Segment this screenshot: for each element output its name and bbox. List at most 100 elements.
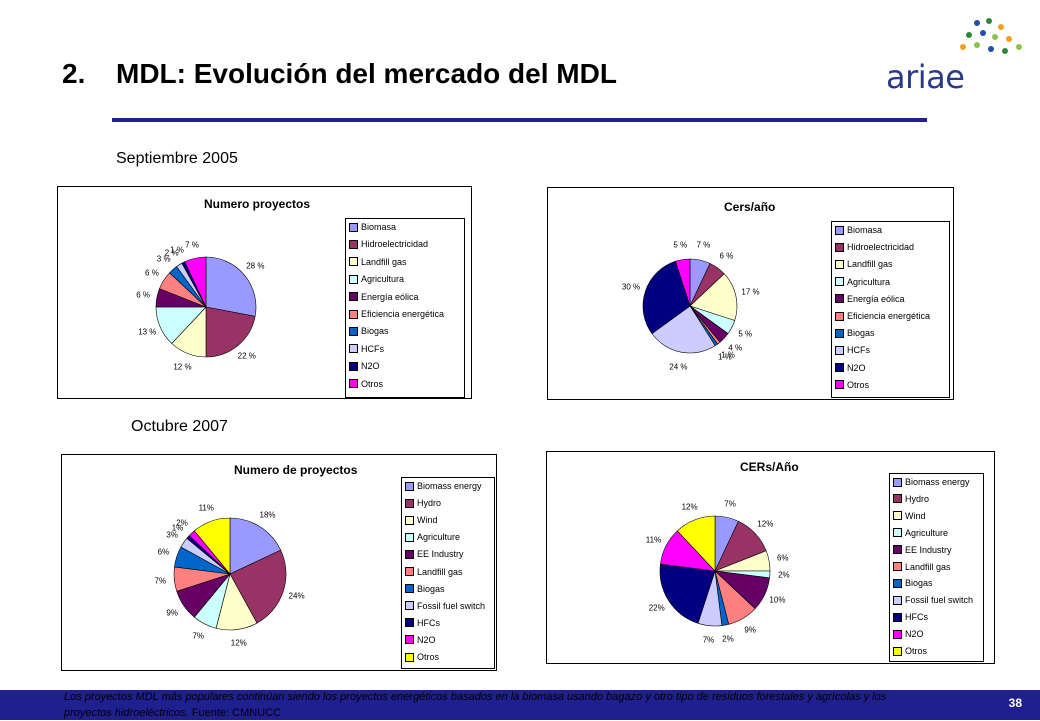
legend-label: HFCs (905, 612, 928, 623)
legend-item: Biomass energy (405, 481, 482, 491)
legend-item: Otros (835, 380, 869, 390)
legend-item: Biogas (405, 584, 445, 594)
legend-swatch (893, 477, 902, 487)
legend-item: Otros (405, 652, 439, 662)
legend-label: Biogas (905, 578, 933, 589)
slice-label: 6% (157, 547, 170, 557)
pie-slice (676, 515, 716, 572)
slice-label: 6 % (719, 251, 734, 261)
pie-slice (675, 258, 691, 307)
pie-slice (205, 306, 256, 358)
legend-label: Landfill gas (361, 256, 407, 267)
legend-label: Eficiencia energética (361, 309, 445, 319)
legend-swatch (835, 277, 844, 287)
legend-swatch (349, 222, 358, 232)
legend-item: Landfill gas (405, 567, 463, 577)
chart-title: Numero de proyectos (234, 463, 358, 477)
legend-item: HFCs (405, 618, 440, 628)
chart-title: Numero proyectos (204, 197, 311, 211)
chart-legend: Biomasa Hidroelectricidad Landfill gas Agri… (345, 218, 465, 398)
legend-item: EE Industry (405, 549, 464, 559)
slice-label: 22 % (237, 351, 256, 361)
pie-slice (184, 256, 207, 308)
legend-swatch (405, 549, 414, 559)
legend-swatch (893, 528, 902, 538)
title-number: 2. (62, 58, 86, 89)
legend-swatch (893, 545, 902, 555)
legend-swatch (835, 225, 844, 235)
pie-svg (659, 515, 771, 627)
pie-svg (642, 258, 738, 354)
slice-label: 2% (778, 570, 790, 580)
legend-item: Hidroelectricidad (349, 239, 428, 249)
legend-item: Wind (405, 515, 438, 525)
slice-label: 13 % (138, 327, 157, 337)
pie-slice (659, 563, 716, 624)
chart-title: Cers/año (724, 200, 776, 214)
legend-item: HCFs (835, 345, 870, 355)
slice-label: 11% (645, 535, 662, 545)
legend-label: HFCs (417, 617, 440, 628)
legend-swatch (405, 515, 414, 525)
title-rule (112, 118, 927, 122)
legend-swatch (405, 532, 414, 542)
slice-label: 12 % (173, 362, 192, 371)
legend-item: N2O (405, 635, 436, 645)
legend-item: Agricultura (349, 274, 404, 284)
legend-item: Landfill gas (349, 257, 407, 267)
slice-label: 30 % (621, 282, 641, 292)
slice-label: 5 % (738, 329, 753, 339)
legend-label: Wind (417, 515, 438, 526)
legend-label: Biogas (847, 328, 875, 339)
legend-label: Fossil fuel switch (905, 595, 974, 606)
legend-item: Agriculture (405, 532, 460, 542)
slice-label: 2% (176, 518, 188, 528)
footer-note: Los proyectos MDL más populares continúa… (64, 689, 924, 721)
pie-slice (229, 517, 282, 575)
slice-label: 17 % (741, 287, 760, 297)
legend-item: N2O (349, 361, 380, 371)
legend-swatch (835, 242, 844, 252)
legend-swatch (835, 345, 844, 355)
legend-item: Agricultura (835, 277, 890, 287)
legend-item: Fossil fuel switch (405, 601, 485, 611)
slice-label: 22% (648, 603, 665, 613)
legend-label: Biomasa (847, 225, 883, 235)
slice-label: 2% (722, 634, 734, 644)
legend-item: Landfill gas (893, 562, 951, 572)
legend-label: Energía eólica (847, 293, 905, 304)
chart-panel-proyectos-2005: 28 % 22 % 12 % 13 % 6 % 6 % 3 % 2 % 1 % 7 % Numero… (57, 186, 472, 399)
legend-item: Biomass energy (893, 477, 970, 487)
legend-label: Biomasa (361, 222, 397, 232)
legend-label: EE Industry (417, 549, 464, 560)
legend-item: Hydro (405, 498, 441, 508)
section-label-2007: Octubre 2007 (131, 418, 228, 435)
pie-slice (689, 273, 738, 321)
legend-item: Biogas (349, 326, 389, 336)
slice-label: 12% (681, 502, 698, 512)
slice-label: 9% (744, 625, 756, 635)
legend-swatch (893, 629, 902, 639)
legend-swatch (349, 257, 358, 267)
slice-label: 4 % (728, 343, 743, 353)
legend-item: Energía eólica (349, 292, 419, 302)
pie-slice (651, 305, 716, 354)
legend-label: Fossil fuel switch (417, 600, 486, 611)
legend-label: Biomass energy (417, 481, 482, 491)
legend-swatch (405, 652, 414, 662)
chart-panel-cers-2005: 7 % 6 % 17 % 5 % 4 % 1 % 1 % 24 % 30 % 5 % Cers/añ… (547, 187, 954, 400)
slice-label: 2 % (164, 248, 179, 258)
legend-item: Biomasa (835, 225, 882, 235)
legend-label: Eficiencia energética (847, 311, 931, 321)
pie-svg (173, 517, 287, 631)
slice-label: 7% (154, 576, 167, 586)
legend-label: Otros (417, 652, 440, 662)
legend-label: HCFs (847, 345, 870, 356)
footer-text: Los proyectos MDL más populares continúa… (64, 691, 887, 719)
pie-slice (642, 260, 691, 335)
legend-item: Biogas (835, 328, 875, 338)
slice-label: 18% (259, 510, 276, 520)
legend-item: Landfill gas (835, 259, 893, 269)
legend-label: Landfill gas (847, 259, 893, 270)
pie-slice (229, 549, 287, 624)
